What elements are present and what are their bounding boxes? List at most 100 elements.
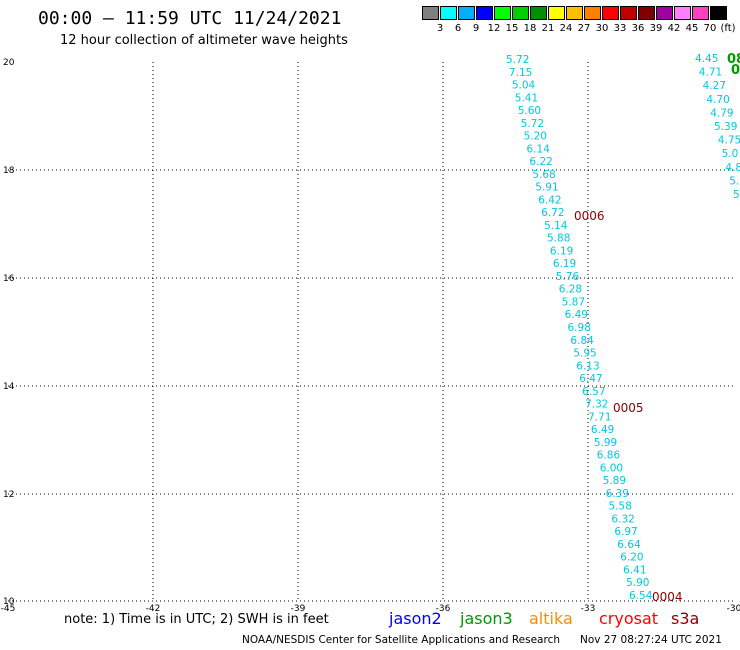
- legend-label: 36: [631, 23, 645, 34]
- legend-swatch: [602, 6, 619, 20]
- wave-height-label: 5.87: [562, 296, 585, 308]
- wave-height-label: 4.75: [718, 135, 740, 147]
- legend-label: 27: [577, 23, 591, 34]
- wave-height-label: 6.39: [606, 488, 629, 500]
- legend-swatch: [656, 6, 673, 20]
- legend-label: 21: [541, 23, 555, 34]
- wave-height-label: 6.97: [614, 526, 637, 538]
- wave-height-label: 6.28: [559, 284, 582, 296]
- wave-height-label: 5.88: [547, 233, 570, 245]
- x-tick-label: -42: [146, 604, 161, 614]
- x-tick-label: -30: [727, 604, 740, 614]
- legend-swatch: [440, 6, 457, 20]
- satellite-legend-item: jason3: [460, 609, 513, 628]
- y-tick-label: 10: [3, 597, 15, 607]
- wave-height-label: 5.20: [524, 131, 547, 143]
- legend-label: 45: [685, 23, 699, 34]
- legend-label: 70: [703, 23, 717, 34]
- wave-height-label: 6.13: [576, 360, 599, 372]
- x-tick-label: -36: [436, 604, 451, 614]
- wave-height-label: 6.41: [623, 564, 646, 576]
- legend-label: 12: [487, 23, 501, 34]
- wave-height-label: 6.98: [568, 322, 591, 334]
- wave-height-label: 6.49: [565, 309, 588, 321]
- wave-height-label: 6.20: [620, 552, 643, 564]
- wave-height-label: 7.15: [509, 67, 532, 79]
- wave-height-label: 6.54: [629, 590, 653, 602]
- wave-height-label: 5.68: [532, 169, 555, 181]
- pass-id-label: 0: [731, 63, 740, 78]
- map-subtitle: 12 hour collection of altimeter wave hei…: [60, 33, 348, 48]
- wave-height-label: 5.58: [609, 501, 632, 513]
- legend-swatch: [638, 6, 655, 20]
- wave-height-label: 6.00: [600, 462, 623, 474]
- legend-swatch: [566, 6, 583, 20]
- x-tick-label: -45: [1, 604, 16, 614]
- wave-height-label: 5.04: [512, 80, 536, 92]
- generated-timestamp: Nov 27 08:27:24 UTC 2021: [580, 634, 722, 646]
- wave-height-label: 6.72: [541, 207, 564, 219]
- y-tick-label: 14: [3, 382, 15, 392]
- wave-height-label: 6.64: [617, 539, 641, 551]
- legend-swatch: [584, 6, 601, 20]
- legend-label: (ft): [720, 23, 736, 34]
- wave-height-label: 5.: [729, 175, 739, 187]
- y-tick-label: 16: [3, 274, 15, 284]
- legend-swatch: [476, 6, 493, 20]
- legend-label: 15: [505, 23, 519, 34]
- legend-label: 3: [436, 23, 444, 34]
- legend-swatch: [674, 6, 691, 20]
- wave-height-label: 5.91: [535, 182, 558, 194]
- pass-id-labels: 0006 0005 0004: [574, 209, 683, 604]
- satellite-legend-item: s3a: [671, 609, 700, 628]
- wave-height-label: 5.14: [544, 220, 568, 232]
- wave-height-label: 5.72: [521, 118, 544, 130]
- wave-height-label: 6.49: [591, 424, 614, 436]
- wave-height-label: 5.41: [515, 92, 538, 104]
- footer-note: note: 1) Time is in UTC; 2) SWH is in fe…: [64, 612, 329, 627]
- wave-height-label: 4.70: [706, 94, 729, 106]
- legend-label: 42: [667, 23, 681, 34]
- wave-height-label: 7.71: [588, 411, 611, 423]
- wave-height-label: 4.8: [725, 162, 740, 174]
- satellite-legend-item: cryosat: [599, 609, 659, 628]
- wave-height-label: 5.90: [626, 577, 649, 589]
- satellite-legend-item: altika: [529, 609, 573, 628]
- y-tick-label: 12: [3, 490, 14, 500]
- legend-swatch: [422, 6, 439, 20]
- map-grid: [8, 62, 736, 602]
- wave-height-label: 6.22: [529, 156, 552, 168]
- wave-height-label: 6.14: [527, 143, 551, 155]
- legend-swatch: [530, 6, 547, 20]
- legend-swatch: [620, 6, 637, 20]
- legend-swatch: [458, 6, 475, 20]
- wave-height-label: 6.42: [538, 194, 561, 206]
- pass-id-label: 0004: [652, 590, 683, 604]
- wave-height-label: 5.89: [603, 475, 626, 487]
- credit-text: NOAA/NESDIS Center for Satellite Applica…: [242, 634, 560, 646]
- legend-label: 30: [595, 23, 609, 34]
- legend-swatch: [710, 6, 727, 20]
- wave-height-label: 6.19: [550, 245, 573, 257]
- legend-label: 6: [454, 23, 462, 34]
- wave-height-label: 6.32: [611, 513, 634, 525]
- satellite-legend-item: jason2: [389, 609, 442, 628]
- wave-height-label: 6.47: [579, 373, 602, 385]
- y-tick-label: 20: [3, 58, 15, 68]
- pass-id-label: 08: [727, 52, 740, 67]
- pass-id-label: 0006: [574, 209, 605, 223]
- legend-label: 24: [559, 23, 573, 34]
- legend-label: 18: [523, 23, 537, 34]
- wave-height-label: 4.45: [695, 53, 718, 65]
- wave-height-label: 5.72: [506, 54, 529, 66]
- wave-height-label: 5.99: [594, 437, 617, 449]
- right-track-labels: 4.454.714.274.704.795.394.755.04.85.5.08…: [695, 52, 740, 201]
- wave-height-label: 4.71: [699, 67, 722, 79]
- wave-height-label: 5.60: [518, 105, 541, 117]
- wave-height-label: 5.95: [573, 348, 596, 360]
- legend-swatch: [548, 6, 565, 20]
- pass-id-label: 0005: [613, 401, 644, 415]
- wave-height-label: 4.79: [710, 107, 733, 119]
- wave-height-label: 6.57: [582, 386, 605, 398]
